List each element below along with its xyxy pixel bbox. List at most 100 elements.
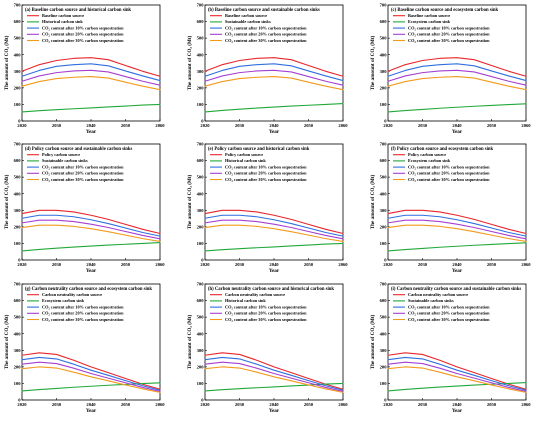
panel-title: (h) Carbon neutrality carbon source and … [208,287,334,292]
y-tick-label: 500 [14,315,22,320]
y-tick-label: 600 [197,158,205,163]
y-tick-label: 700 [197,142,205,147]
x-tick-label: 2040 [86,402,96,407]
series-line-ten [21,356,161,391]
y-axis-title: The amount of CO₂ (Mt) [3,35,10,90]
legend-entry: CO₂ content after 10% carbon sequestrati… [408,25,490,30]
legend-entry: CO₂ content after 30% carbon sequestrati… [408,177,490,182]
series-line-thirty [387,224,527,242]
x-axis-title: Year [452,129,463,135]
legend-entry: CO₂ content after 30% carbon sequestrati… [225,38,307,43]
y-tick-label: 0 [384,119,387,124]
panel-title: (i) Carbon neutrality carbon source and … [391,287,521,292]
x-tick-label: 2020 [17,262,27,267]
legend-entry: Baseline carbon source [408,13,450,18]
y-tick-label: 700 [14,142,22,147]
legend-entry: CO₂ content after 30% carbon sequestrati… [42,177,124,182]
legend-entry: CO₂ content after 10% carbon sequestrati… [42,25,124,30]
x-tick-label: 2040 [269,402,279,407]
legend-entry: CO₂ content after 10% carbon sequestrati… [408,164,490,169]
x-tick-label: 2050 [121,262,131,267]
series-line-twenty [387,361,527,392]
legend-entry: Policy carbon source [225,152,263,157]
x-tick-label: 2040 [452,123,462,128]
series-line-source [204,209,344,235]
x-tick-label: 2060 [155,262,165,267]
y-tick-label: 400 [197,191,205,196]
legend-entry: CO₂ content after 20% carbon sequestrati… [225,171,307,176]
y-tick-label: 0 [384,258,387,263]
legend-entry: CO₂ content after 20% carbon sequestrati… [42,171,124,176]
series-line-ten [204,214,344,237]
x-tick-label: 2050 [121,402,131,407]
panel-g: 0 100 200 300 400 500 600 700 2020 2030 2040 2050 20… [3,282,165,414]
x-tick-label: 2060 [155,123,165,128]
y-tick-label: 400 [197,331,205,336]
y-tick-label: 200 [380,224,388,229]
x-tick-label: 2060 [521,402,531,407]
series-line-twenty [387,219,527,240]
x-tick-label: 2050 [304,262,314,267]
series-line-ten [387,356,527,391]
panel-title: (a) Baseline carbon source and historica… [25,8,131,13]
y-tick-label: 700 [380,3,388,8]
x-tick-label: 2040 [269,262,279,267]
y-tick-label: 200 [14,364,22,369]
series-line-thirty [387,366,527,393]
series-line-ten [21,214,161,237]
series-line-ten [204,356,344,391]
legend-entry: CO₂ content after 20% carbon sequestrati… [225,311,307,316]
y-tick-label: 200 [14,85,22,90]
y-tick-label: 200 [380,85,388,90]
x-tick-label: 2060 [338,123,348,128]
series-line-source [21,352,161,390]
series-line-sink [387,103,527,113]
legend-entry: CO₂ content after 10% carbon sequestrati… [225,164,307,169]
series-line-twenty [204,219,344,240]
y-tick-label: 200 [197,364,205,369]
legend-entry: Carbon neutrality carbon source [225,292,285,297]
y-tick-label: 300 [380,348,388,353]
y-tick-label: 300 [14,208,22,213]
legend-entry: CO₂ content after 30% carbon sequestrati… [408,38,490,43]
x-tick-label: 2020 [383,402,393,407]
x-tick-label: 2050 [487,123,497,128]
panel-d: 0 100 200 300 400 500 600 700 2020 2030 2040 2050 20… [3,142,165,274]
x-tick-label: 2020 [200,123,210,128]
series-line-source [387,57,527,77]
panel-title: (f) Policy carbon source and ecosystem c… [391,147,494,152]
series-line-source [21,209,161,235]
legend-entry: Baseline carbon source [42,13,84,18]
y-tick-label: 700 [14,3,22,8]
legend-entry: Historical carbon sink [225,158,266,163]
x-tick-label: 2020 [383,123,393,128]
y-tick-label: 600 [197,19,205,24]
x-tick-label: 2030 [52,262,62,267]
y-tick-label: 500 [380,36,388,41]
panel-title: (g) Carbon neutrality carbon source and … [25,287,152,292]
series-line-twenty [204,361,344,392]
legend-entry: CO₂ content after 20% carbon sequestrati… [408,311,490,316]
panel-b: 0 100 200 300 400 500 600 700 2020 2030 2040 2050 20… [186,3,348,135]
series-line-sink [204,242,344,252]
legend-entry: CO₂ content after 10% carbon sequestrati… [225,25,307,30]
x-tick-label: 2050 [304,123,314,128]
series-line-source [387,352,527,390]
y-tick-label: 400 [197,52,205,57]
x-tick-label: 2060 [155,402,165,407]
y-tick-label: 600 [197,298,205,303]
x-tick-label: 2030 [418,262,428,267]
y-tick-label: 300 [380,208,388,213]
y-tick-label: 600 [380,19,388,24]
series-line-ten [387,214,527,237]
x-axis-title: Year [269,129,280,135]
panel-f: 0 100 200 300 400 500 600 700 2020 2030 2040 2050 20… [369,142,531,274]
panel-i: 0 100 200 300 400 500 600 700 2020 2030 2040 2050 20… [369,282,531,414]
legend-entry: Sustainable carbon sinks [408,298,454,303]
y-tick-label: 600 [380,298,388,303]
legend-entry: Ecosystem carbon sink [408,158,451,163]
y-tick-label: 500 [380,175,388,180]
y-tick-label: 700 [380,142,388,147]
series-line-source [21,57,161,77]
x-tick-label: 2020 [17,402,27,407]
